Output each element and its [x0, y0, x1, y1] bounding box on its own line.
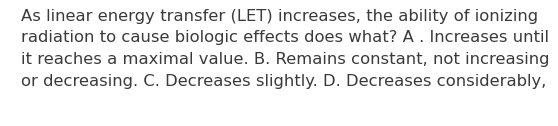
Text: As linear energy transfer (LET) increases, the ability of ionizing
radiation to : As linear energy transfer (LET) increase…	[21, 9, 550, 89]
